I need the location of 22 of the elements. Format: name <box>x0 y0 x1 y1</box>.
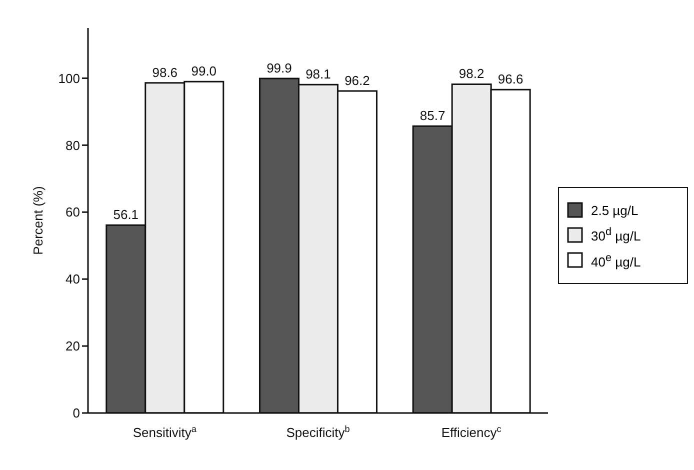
data-label: 99.9 <box>266 60 292 76</box>
data-label: 99.0 <box>191 64 217 79</box>
y-tick-label: 100 <box>58 70 80 86</box>
data-label: 56.1 <box>113 207 139 222</box>
data-label: 96.2 <box>344 72 370 88</box>
y-axis-title: Percent (%) <box>30 186 46 255</box>
y-tick-label: 60 <box>66 204 80 220</box>
y-tick-label: 0 <box>72 406 80 421</box>
x-tick-label: Specificity$^{b}$ <box>286 424 350 440</box>
x-tick-label: Efficiency$^{c}$ <box>441 424 502 440</box>
data-label: 98.2 <box>458 66 484 82</box>
data-label: 96.6 <box>498 72 524 87</box>
data-label: 85.7 <box>420 108 446 124</box>
y-tick-label: 40 <box>66 272 80 287</box>
y-tick-label: 80 <box>66 138 80 153</box>
legend-label: 2.5 µg/L <box>591 202 638 218</box>
legend-label: 40$^{e}$ µg/L <box>591 252 641 269</box>
y-tick-label: 20 <box>66 338 80 354</box>
x-tick-label: Sensitivity$^{a}$ <box>132 424 198 440</box>
data-label: 98.1 <box>306 66 331 82</box>
data-label: 98.6 <box>152 64 178 80</box>
legend-label: 30$^{d}$ µg/L <box>591 226 641 244</box>
